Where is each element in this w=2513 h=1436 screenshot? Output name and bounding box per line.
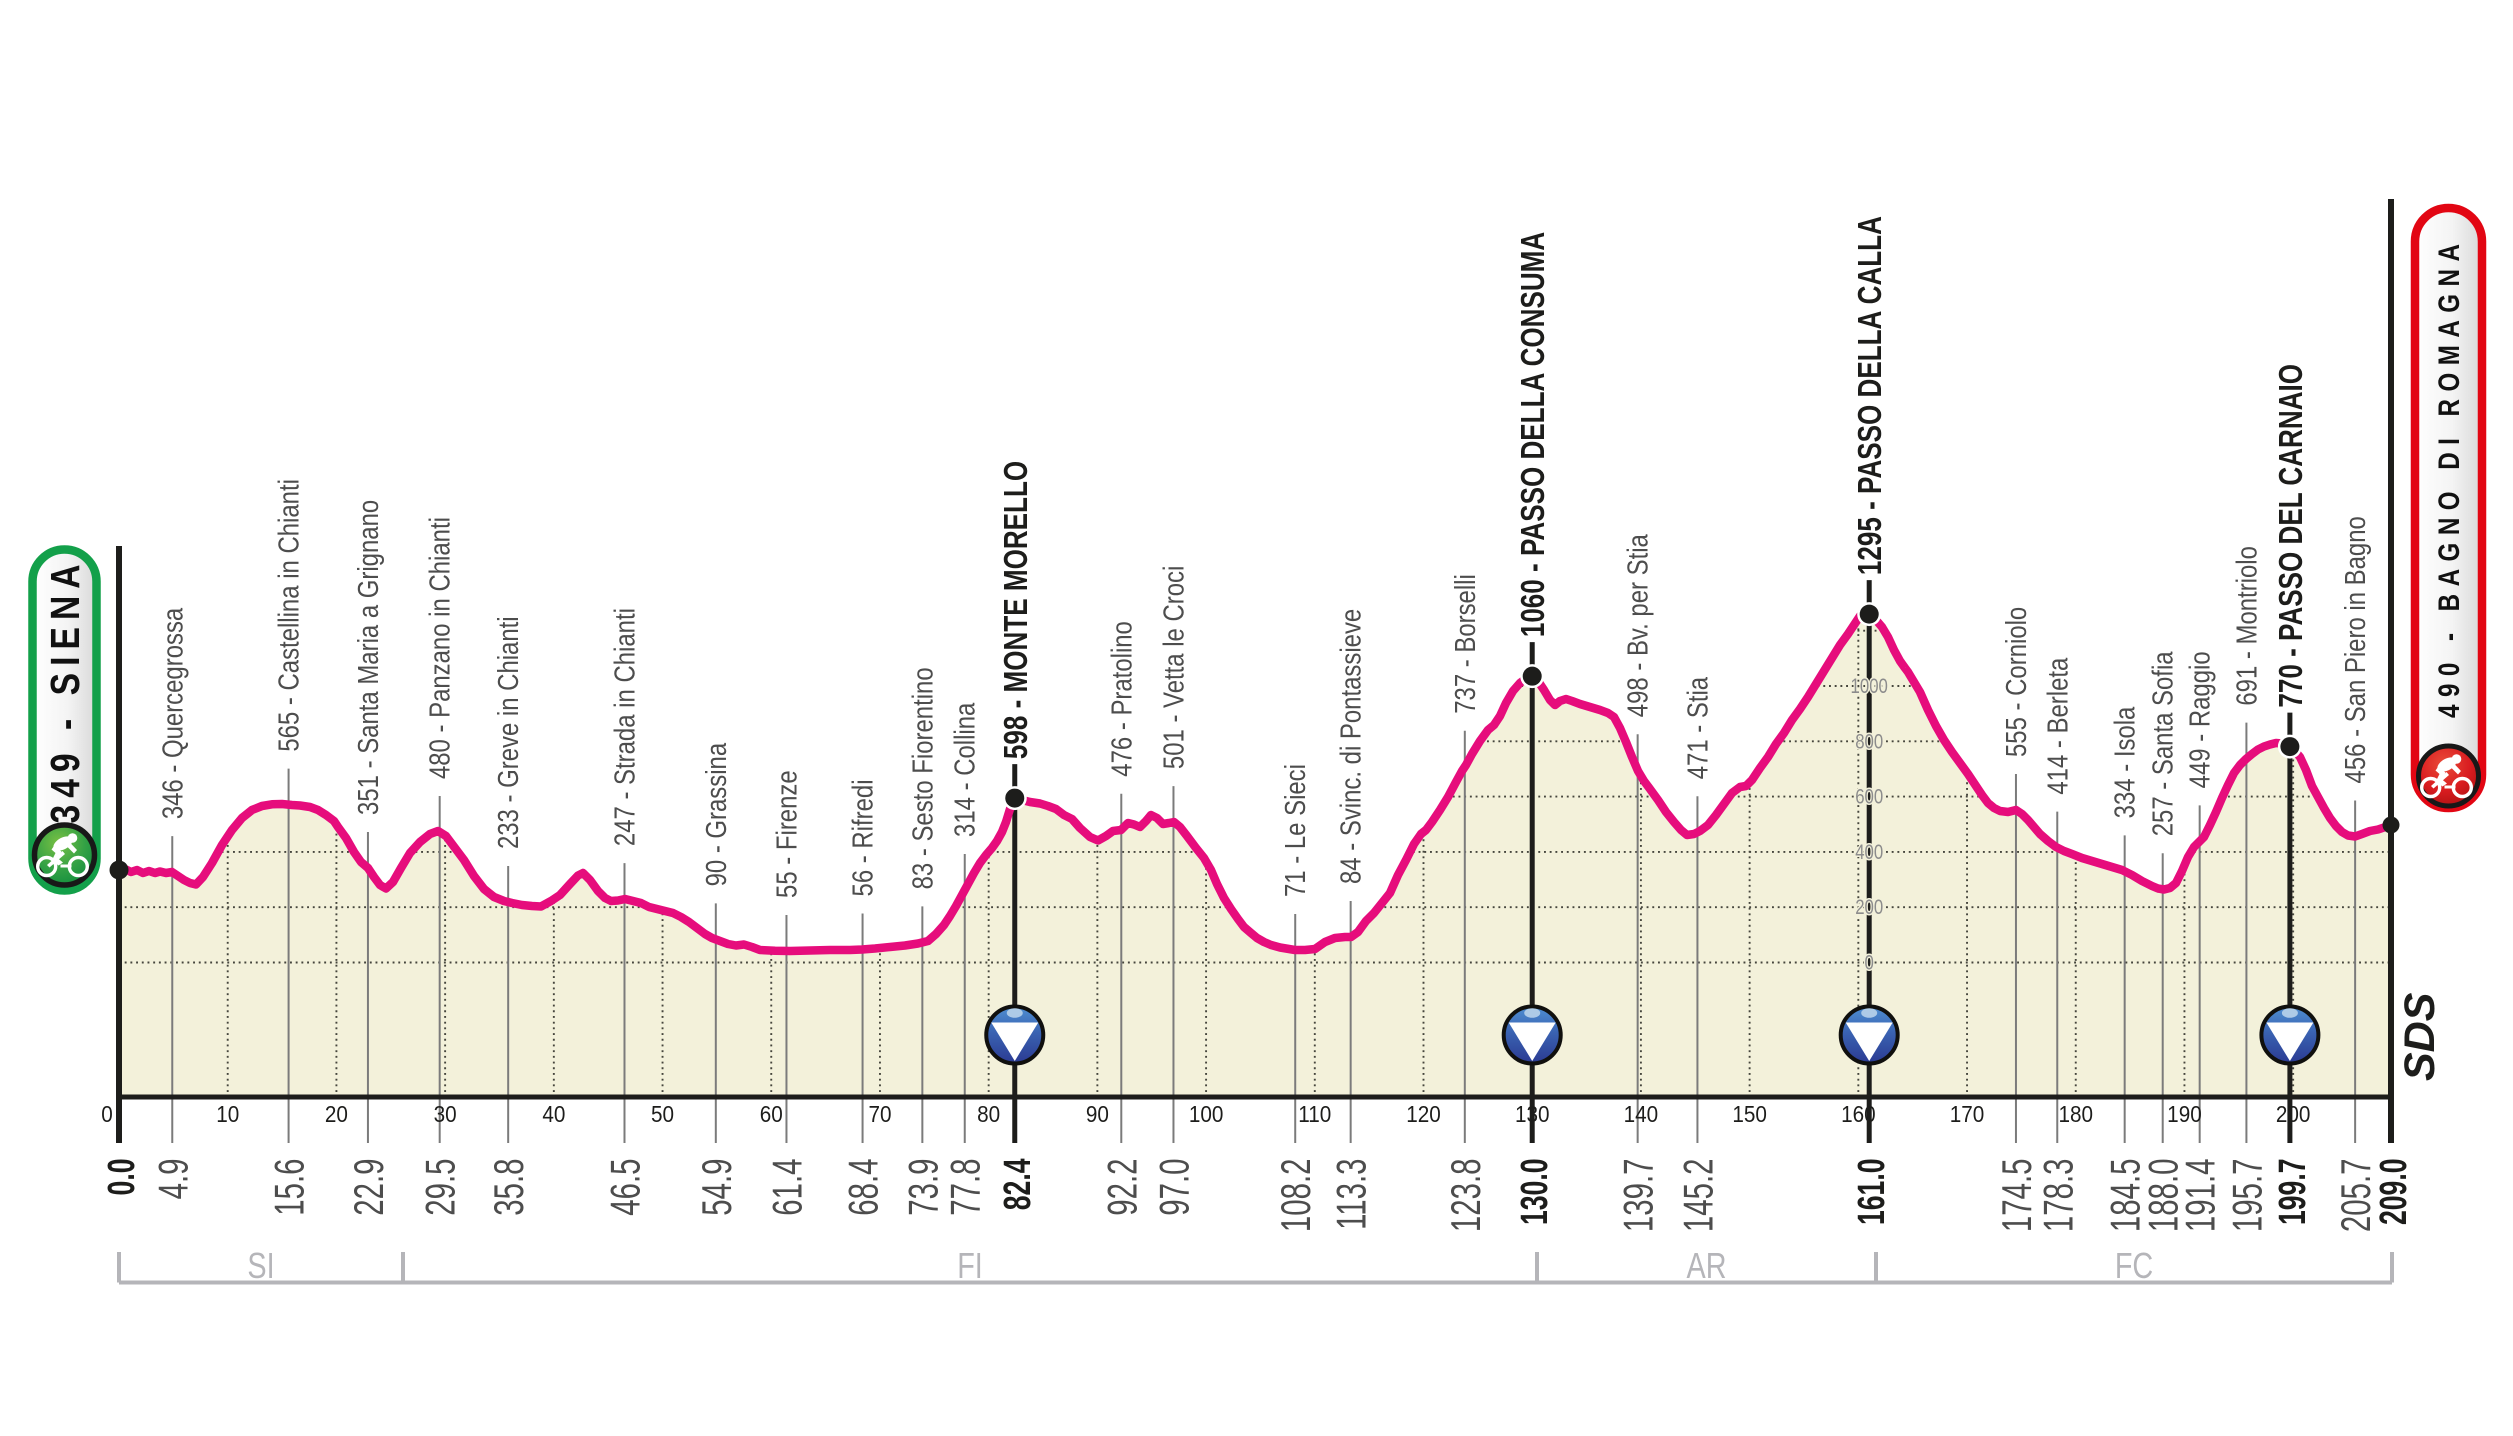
svg-text:SDS: SDS bbox=[2396, 992, 2444, 1081]
svg-text:490 - BAGNO DI ROMAGNA: 490 - BAGNO DI ROMAGNA bbox=[2433, 244, 2466, 718]
svg-text:4.9: 4.9 bbox=[149, 1159, 197, 1200]
svg-text:200: 200 bbox=[2276, 1101, 2311, 1127]
svg-text:346 - Quercegrossa: 346 - Quercegrossa bbox=[156, 607, 188, 819]
svg-text:180: 180 bbox=[2058, 1101, 2093, 1127]
svg-text:349 - SIENA: 349 - SIENA bbox=[42, 564, 88, 823]
svg-text:35.8: 35.8 bbox=[485, 1159, 533, 1216]
svg-text:449 - Raggio: 449 - Raggio bbox=[2184, 651, 2216, 788]
svg-text:SI: SI bbox=[247, 1245, 274, 1286]
svg-text:22.9: 22.9 bbox=[345, 1159, 393, 1216]
svg-text:400: 400 bbox=[1855, 841, 1883, 864]
svg-text:188.0: 188.0 bbox=[2139, 1159, 2187, 1233]
svg-text:83 - Sesto Fiorentino: 83 - Sesto Fiorentino bbox=[906, 667, 938, 889]
svg-text:691 - Montriolo: 691 - Montriolo bbox=[2230, 546, 2262, 706]
svg-text:1000: 1000 bbox=[1851, 675, 1888, 698]
svg-text:10: 10 bbox=[216, 1101, 239, 1127]
svg-text:565 - Castellina in Chianti: 565 - Castellina in Chianti bbox=[273, 479, 305, 752]
svg-text:199.7: 199.7 bbox=[2270, 1159, 2313, 1226]
svg-text:130: 130 bbox=[1515, 1101, 1550, 1127]
svg-text:247 - Strada in Chianti: 247 - Strada in Chianti bbox=[609, 608, 641, 846]
svg-text:200: 200 bbox=[1855, 897, 1883, 920]
svg-text:501 - Vetta le Croci: 501 - Vetta le Croci bbox=[1157, 566, 1189, 769]
svg-text:30: 30 bbox=[434, 1101, 457, 1127]
svg-text:170: 170 bbox=[1950, 1101, 1985, 1127]
svg-text:100: 100 bbox=[1189, 1101, 1224, 1127]
svg-text:FC: FC bbox=[2115, 1245, 2153, 1286]
svg-text:90: 90 bbox=[1086, 1101, 1109, 1127]
svg-text:770 - PASSO DEL CARNAIO: 770 - PASSO DEL CARNAIO bbox=[2273, 364, 2310, 708]
svg-text:205.7: 205.7 bbox=[2332, 1159, 2380, 1233]
svg-text:334 - Isola: 334 - Isola bbox=[2109, 706, 2141, 818]
svg-text:600: 600 bbox=[1855, 786, 1883, 809]
svg-text:195.7: 195.7 bbox=[2223, 1159, 2271, 1233]
svg-text:184.5: 184.5 bbox=[2101, 1159, 2149, 1233]
svg-text:68.4: 68.4 bbox=[839, 1159, 887, 1216]
svg-text:70: 70 bbox=[868, 1101, 891, 1127]
svg-text:50: 50 bbox=[651, 1101, 674, 1127]
svg-text:108.2: 108.2 bbox=[1272, 1159, 1320, 1233]
svg-text:0.0: 0.0 bbox=[99, 1159, 142, 1196]
svg-text:82.4: 82.4 bbox=[995, 1158, 1038, 1210]
svg-text:123.8: 123.8 bbox=[1442, 1159, 1490, 1233]
svg-text:150: 150 bbox=[1732, 1101, 1767, 1127]
svg-text:737 - Borselli: 737 - Borselli bbox=[1449, 574, 1481, 714]
svg-text:80: 80 bbox=[977, 1101, 1000, 1127]
svg-text:598 - MONTE MORELLO: 598 - MONTE MORELLO bbox=[998, 461, 1035, 759]
svg-text:233 - Greve in Chianti: 233 - Greve in Chianti bbox=[492, 616, 524, 849]
svg-text:61.4: 61.4 bbox=[763, 1159, 811, 1216]
svg-text:139.7: 139.7 bbox=[1614, 1159, 1662, 1233]
svg-text:456 - San Piero in Bagno: 456 - San Piero in Bagno bbox=[2339, 516, 2371, 783]
svg-text:351 - Santa Maria a Grignano: 351 - Santa Maria a Grignano bbox=[352, 500, 384, 815]
svg-text:555 - Corniolo: 555 - Corniolo bbox=[2000, 607, 2032, 757]
svg-text:257 - Santa Sofia: 257 - Santa Sofia bbox=[2147, 651, 2179, 836]
svg-text:174.5: 174.5 bbox=[1993, 1159, 2041, 1233]
svg-text:1060 - PASSO DELLA CONSUMA: 1060 - PASSO DELLA CONSUMA bbox=[1515, 232, 1552, 637]
svg-text:209.0: 209.0 bbox=[2371, 1159, 2414, 1226]
svg-text:476 - Pratolino: 476 - Pratolino bbox=[1105, 621, 1137, 777]
svg-text:92.2: 92.2 bbox=[1098, 1159, 1146, 1216]
svg-text:113.3: 113.3 bbox=[1327, 1159, 1375, 1230]
svg-text:110: 110 bbox=[1298, 1101, 1331, 1127]
svg-text:140: 140 bbox=[1624, 1101, 1659, 1127]
svg-text:FI: FI bbox=[957, 1245, 983, 1286]
svg-text:97.0: 97.0 bbox=[1150, 1159, 1198, 1216]
svg-text:40: 40 bbox=[542, 1101, 565, 1127]
svg-text:471 - Stia: 471 - Stia bbox=[1681, 677, 1713, 780]
svg-text:178.3: 178.3 bbox=[2034, 1159, 2082, 1233]
svg-text:191.4: 191.4 bbox=[2176, 1159, 2224, 1233]
svg-text:800: 800 bbox=[1855, 731, 1883, 754]
svg-text:414 - Berleta: 414 - Berleta bbox=[2041, 657, 2073, 794]
svg-text:54.9: 54.9 bbox=[693, 1159, 741, 1216]
svg-text:160: 160 bbox=[1841, 1101, 1876, 1127]
svg-text:60: 60 bbox=[760, 1101, 783, 1127]
svg-text:145.2: 145.2 bbox=[1674, 1159, 1722, 1233]
svg-text:15.6: 15.6 bbox=[265, 1159, 313, 1216]
svg-text:90 - Grassina: 90 - Grassina bbox=[700, 743, 732, 887]
svg-text:480 - Panzano in Chianti: 480 - Panzano in Chianti bbox=[424, 517, 456, 779]
svg-text:0: 0 bbox=[1865, 952, 1874, 975]
svg-text:0: 0 bbox=[101, 1101, 113, 1127]
svg-text:AR: AR bbox=[1687, 1245, 1727, 1286]
svg-text:77.8: 77.8 bbox=[942, 1159, 990, 1216]
svg-text:120: 120 bbox=[1406, 1101, 1441, 1127]
svg-text:55 - Firenze: 55 - Firenze bbox=[770, 770, 802, 898]
svg-text:130.0: 130.0 bbox=[1512, 1159, 1555, 1226]
svg-text:73.9: 73.9 bbox=[899, 1159, 947, 1216]
svg-text:29.5: 29.5 bbox=[416, 1159, 464, 1216]
svg-text:20: 20 bbox=[325, 1101, 348, 1127]
svg-text:190: 190 bbox=[2167, 1101, 2202, 1127]
svg-text:498 - Bv. per Stia: 498 - Bv. per Stia bbox=[1622, 534, 1654, 717]
svg-text:161.0: 161.0 bbox=[1849, 1159, 1892, 1226]
svg-text:84 - Svinc. di Pontassieve: 84 - Svinc. di Pontassieve bbox=[1335, 609, 1367, 884]
svg-text:46.5: 46.5 bbox=[601, 1159, 649, 1216]
svg-text:71 - Le Sieci: 71 - Le Sieci bbox=[1279, 764, 1311, 897]
svg-text:1295 - PASSO DELLA CALLA: 1295 - PASSO DELLA CALLA bbox=[1852, 216, 1889, 575]
svg-text:56 - Rifredi: 56 - Rifredi bbox=[847, 779, 879, 896]
svg-text:314 - Collina: 314 - Collina bbox=[949, 702, 981, 837]
